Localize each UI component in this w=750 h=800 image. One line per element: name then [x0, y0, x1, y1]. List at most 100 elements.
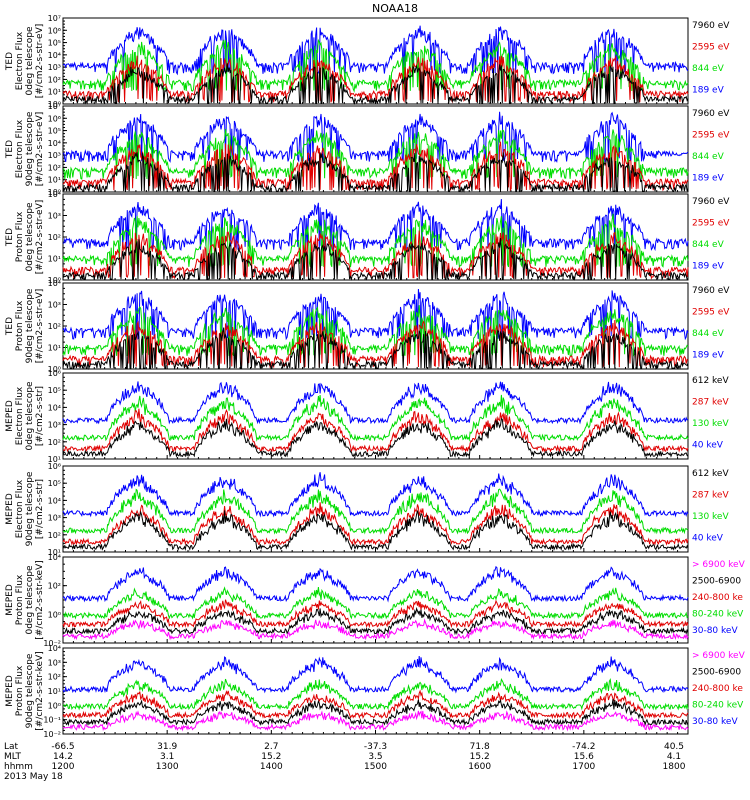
- legend-entry: 2595 eV: [692, 131, 730, 141]
- series-trace: [62, 128, 689, 180]
- y-tick-label: 10¹: [48, 88, 61, 97]
- footer-value: 1600: [468, 762, 491, 772]
- figure-title: NOAA18: [372, 2, 418, 15]
- footer-value: -74.2: [572, 742, 595, 752]
- legend-entry: 40 keV: [692, 441, 724, 451]
- y-axis-label: [#/cm2-s-str-eV]: [35, 200, 45, 275]
- footer-row-label: 2013 May 18: [4, 772, 63, 782]
- y-tick-label: 10⁴: [48, 190, 61, 199]
- series-trace: [62, 408, 689, 453]
- y-tick-label: 10²: [48, 322, 61, 331]
- y-tick-label: 10³: [48, 63, 61, 72]
- y-tick-label: 10²: [48, 673, 61, 682]
- legend-entry: 2595 eV: [692, 43, 730, 53]
- series-trace: [62, 472, 689, 518]
- footer-value: 71.8: [470, 742, 490, 752]
- series-trace: [62, 111, 689, 164]
- y-tick-label: 10¹: [48, 255, 61, 264]
- legend-entry: 2500-6900: [692, 577, 741, 587]
- legend-entry: 287 keV: [692, 491, 729, 501]
- footer-value: 15.2: [470, 752, 490, 762]
- footer-row-label: Lat: [4, 742, 19, 752]
- y-axis-label: [#/cm2-s-str-keV]: [35, 651, 45, 730]
- series-trace: [62, 327, 689, 371]
- y-axis-label: TED: [5, 228, 15, 247]
- footer-value: 15.6: [574, 752, 594, 762]
- y-axis-label: 0deg telescope: [25, 26, 35, 96]
- y-axis-label: [#/cm2-s-str]: [35, 386, 45, 446]
- footer-value: 31.9: [157, 742, 177, 752]
- panel-5: 10¹ 10² 10³ 10⁴ 10⁵ 10⁶ MEPED Electron Flux 0deg…: [5, 369, 729, 464]
- legend-entry: 287 keV: [692, 398, 729, 408]
- footer-value: 1400: [260, 762, 283, 772]
- series-trace: [62, 418, 689, 459]
- panel-4: 10⁰ 10¹ 10² 10³ 10⁴ TED Proton Flux 90deg teles…: [5, 279, 730, 374]
- y-axis-label: 0deg telescope: [25, 202, 35, 272]
- y-tick-label: 10⁷: [48, 102, 61, 111]
- y-axis-label: Proton Flux: [15, 300, 25, 351]
- series-trace: [62, 599, 689, 629]
- footer-value: 1300: [156, 762, 179, 772]
- legend-entry: 189 eV: [692, 174, 725, 184]
- series-trace: [62, 618, 689, 641]
- series-trace: [62, 710, 689, 732]
- legend-entry: 612 keV: [692, 469, 729, 479]
- y-axis-label: Electron Flux: [15, 119, 25, 178]
- y-axis-label: MEPED: [5, 584, 15, 616]
- y-tick-label: 10⁰: [48, 100, 61, 109]
- footer-value: 15.2: [261, 752, 281, 762]
- y-tick-label: 10⁶: [48, 462, 61, 471]
- y-tick-label: 10⁻¹: [43, 716, 61, 725]
- y-tick-label: 10⁻²: [43, 639, 61, 648]
- y-tick-label: 10⁴: [48, 403, 61, 412]
- series-trace: [62, 381, 689, 425]
- legend-entry: 844 eV: [692, 64, 725, 74]
- series-trace: [62, 502, 689, 546]
- y-tick-label: 10⁷: [48, 14, 61, 23]
- y-tick-label: 10¹: [48, 176, 61, 185]
- legend-entry: 189 eV: [692, 351, 725, 361]
- legend-entry: 130 keV: [692, 512, 729, 522]
- y-tick-label: 10⁵: [48, 479, 61, 488]
- y-tick-label: 10⁴: [48, 51, 61, 60]
- footer-value: 1800: [663, 762, 686, 772]
- footer-value: 2.7: [264, 742, 278, 752]
- legend-entry: > 6900 keV: [692, 651, 746, 661]
- series-trace: [62, 698, 689, 727]
- legend-entry: 189 eV: [692, 86, 725, 96]
- footer-value: 1700: [572, 762, 595, 772]
- legend-entry: 844 eV: [692, 152, 725, 162]
- y-axis-label: Proton Flux: [15, 665, 25, 716]
- panels: 10⁰ 10¹ 10² 10³ 10⁴ 10⁵ 10⁶ 10⁷ TED Electron Flux…: [5, 14, 746, 739]
- legend-entry: 240-800 ke: [692, 593, 743, 603]
- y-axis-label: MEPED: [5, 400, 15, 432]
- y-axis-label: Electron Flux: [15, 479, 25, 538]
- series-trace: [62, 38, 689, 93]
- footer-value: 3.5: [368, 752, 382, 762]
- y-axis-label: MEPED: [5, 493, 15, 525]
- legend-entry: 2500-6900: [692, 668, 741, 678]
- y-tick-label: 10⁴: [48, 553, 61, 562]
- y-tick-label: 10⁵: [48, 127, 61, 136]
- series-trace: [62, 25, 689, 76]
- y-tick-label: 10⁵: [48, 386, 61, 395]
- y-tick-label: 10⁴: [48, 139, 61, 148]
- y-tick-label: 10⁰: [48, 610, 61, 619]
- footer-value: 1200: [52, 762, 75, 772]
- y-axis-label: Proton Flux: [15, 574, 25, 625]
- series-trace: [62, 565, 689, 603]
- y-axis-label: 0deg telescope: [25, 565, 35, 635]
- series-trace: [62, 55, 689, 104]
- panel-7: 10⁻² 10⁰ 10² 10⁴ MEPED Proton Flux 0deg telesc…: [5, 553, 746, 648]
- y-axis-label: 90deg telescope: [25, 288, 35, 363]
- y-axis-label: TED: [5, 52, 15, 71]
- y-axis-label: 90deg telescope: [25, 471, 35, 546]
- y-tick-label: 10⁶: [48, 114, 61, 123]
- series-trace: [62, 288, 689, 341]
- y-tick-label: 10⁰: [48, 365, 61, 374]
- y-axis-label: Proton Flux: [15, 211, 25, 262]
- series-trace: [62, 305, 689, 357]
- footer-value: 4.1: [667, 752, 681, 762]
- panel-2: 10⁰ 10¹ 10² 10³ 10⁴ 10⁵ 10⁶ 10⁷ TED Electron Flux…: [5, 102, 730, 197]
- legend-entry: 7960 eV: [692, 197, 730, 207]
